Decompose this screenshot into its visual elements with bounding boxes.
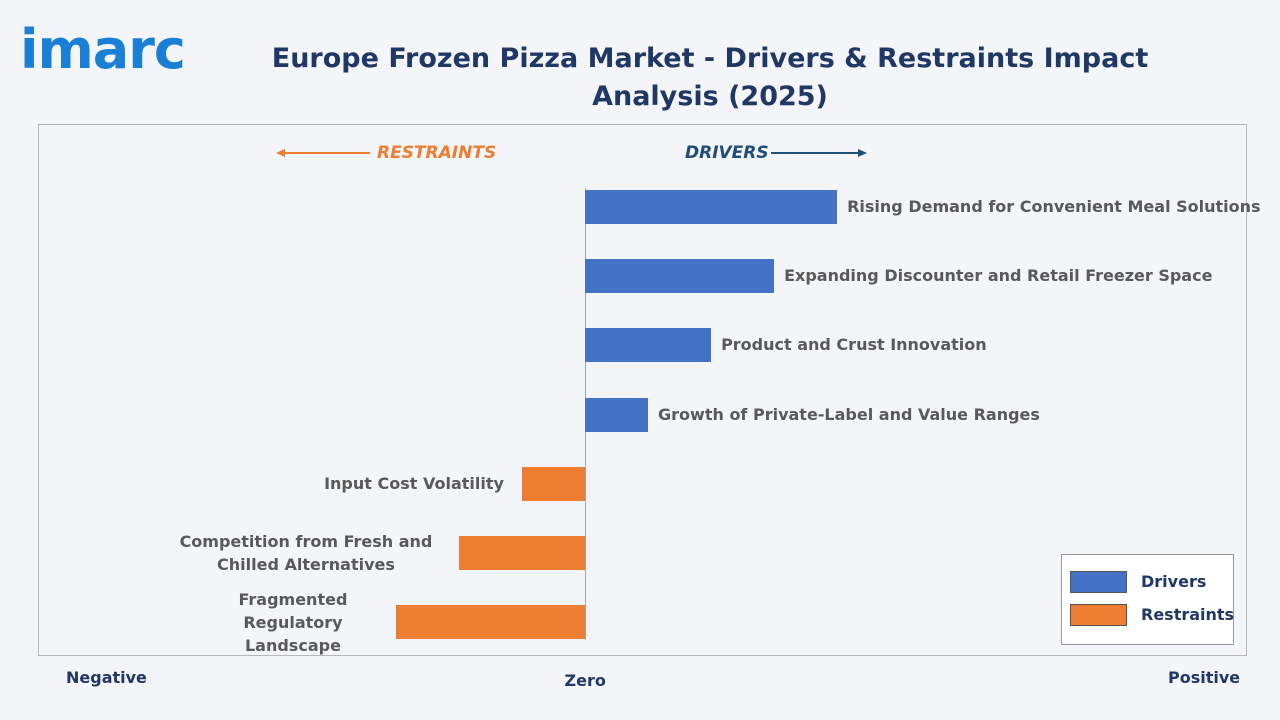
x-axis-label: Negative [66,668,147,687]
bar [585,328,712,363]
bar [585,190,838,224]
legend-swatch [1070,571,1127,593]
category-label: Fragmented Regulatory Landscape [238,589,348,655]
chart-title: Europe Frozen Pizza Market - Drivers & R… [271,43,1149,112]
legend-label: Restraints [1141,605,1235,624]
legend-swatch [1070,604,1127,626]
category-label: Rising Demand for Convenient Meal Soluti… [847,197,1261,216]
category-label: Expanding Discounter and Retail Freezer … [784,266,1213,286]
x-axis-label: Zero [564,671,606,690]
drivers-header: DRIVERS [685,143,769,163]
legend: Drivers Restraints [1061,554,1234,645]
category-label: Growth of Private-Label and Value Ranges [658,404,1040,424]
category-label: Product and Crust Innovation [721,335,987,355]
category-label: Input Cost Volatility [324,474,504,494]
bar [522,466,586,501]
plot-frame [38,124,1247,656]
legend-label: Drivers [1141,572,1207,591]
bar [395,605,586,640]
x-axis-label: Positive [1168,668,1241,687]
bar [585,397,649,432]
restraints-header: RESTRAINTS [377,143,497,163]
bar [585,259,775,294]
logo: imarc [20,18,186,81]
category-label: Competition from Fresh and Chilled Alter… [179,532,433,574]
bar [458,536,585,570]
